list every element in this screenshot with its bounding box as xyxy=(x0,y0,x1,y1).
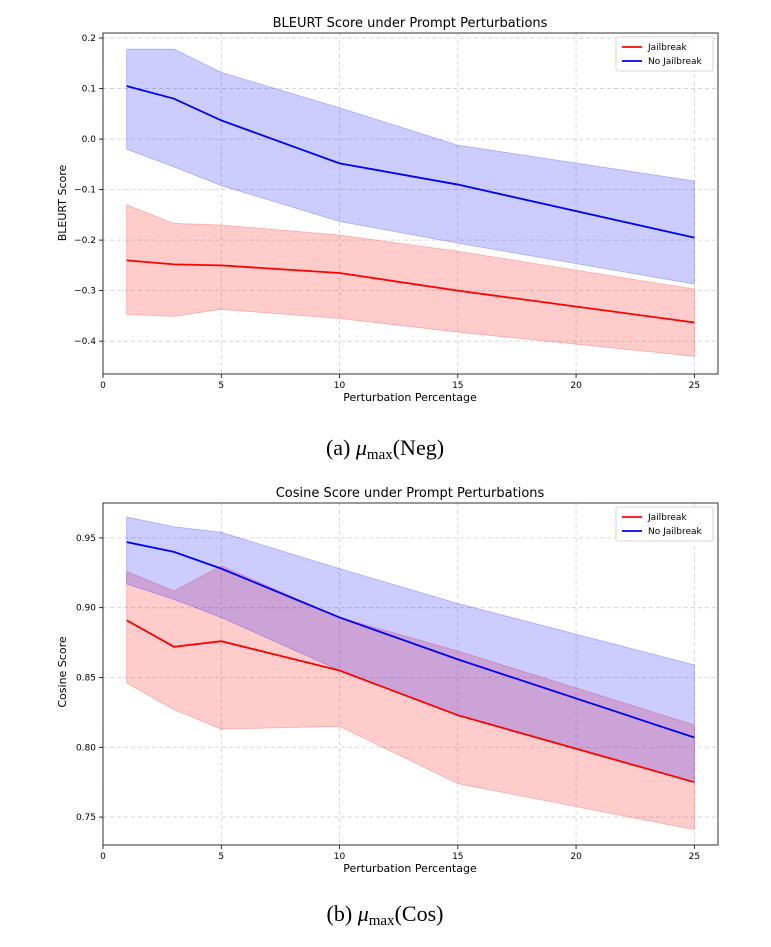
x-tick-label: 20 xyxy=(570,381,582,391)
y-tick-label: 0.85 xyxy=(76,673,96,683)
y-tick-label: −0.3 xyxy=(74,287,96,297)
plot-frame xyxy=(102,32,719,375)
caption-mu: μ xyxy=(355,435,367,460)
legend-label: Jailbreak xyxy=(647,513,687,523)
x-tick-label: 25 xyxy=(689,852,700,862)
y-tick-label: 0.2 xyxy=(82,34,96,44)
caption-sub: max xyxy=(369,913,395,929)
x-tick-label: 10 xyxy=(334,381,346,391)
confidence-band-jailbreak xyxy=(126,204,695,357)
chart-bleurt: BLEURT Score under Prompt Perturbations … xyxy=(56,16,719,463)
y-tick-label: 0.1 xyxy=(82,85,96,95)
caption: (b) μmax(Cos) xyxy=(327,901,444,929)
x-axis-label: Perturbation Percentage xyxy=(343,391,477,404)
x-tick-label: 0 xyxy=(100,381,106,391)
legend-box xyxy=(615,36,714,72)
x-tick-label: 5 xyxy=(218,381,224,391)
x-tick-label: 25 xyxy=(689,381,700,391)
series-line-no-jailbreak xyxy=(126,85,695,239)
x-tick-label: 0 xyxy=(100,852,106,862)
legend-label: No Jailbreak xyxy=(648,527,703,537)
x-tick-label: 20 xyxy=(570,852,582,862)
chart-cosine: Cosine Score under Prompt Perturbations … xyxy=(56,486,719,929)
caption-prefix: (a) xyxy=(326,435,356,460)
legend-label: Jailbreak xyxy=(647,43,687,53)
caption-suffix: (Cos) xyxy=(395,901,444,926)
y-tick-label: 0.95 xyxy=(76,534,96,544)
legend-label: No Jailbreak xyxy=(648,57,703,67)
caption-suffix: (Neg) xyxy=(393,435,444,460)
plot-frame xyxy=(102,502,719,846)
chart-title: BLEURT Score under Prompt Perturbations xyxy=(273,16,548,31)
confidence-band-no-jailbreak xyxy=(126,48,695,285)
y-axis-label: BLEURT Score xyxy=(56,164,69,241)
y-tick-label: 0.80 xyxy=(76,743,96,753)
legend-box xyxy=(615,506,714,542)
x-axis-label: Perturbation Percentage xyxy=(343,862,477,875)
series-line-no-jailbreak xyxy=(126,541,695,739)
y-tick-label: 0.90 xyxy=(76,604,96,614)
chart-title: Cosine Score under Prompt Perturbations xyxy=(276,486,545,501)
caption-prefix: (b) xyxy=(327,901,358,926)
x-tick-label: 15 xyxy=(452,381,463,391)
caption-mu: μ xyxy=(357,901,369,926)
y-tick-label: −0.4 xyxy=(74,337,96,347)
caption: (a) μmax(Neg) xyxy=(326,435,444,463)
x-tick-label: 10 xyxy=(334,852,346,862)
caption-sub: max xyxy=(367,447,393,463)
y-tick-label: −0.1 xyxy=(74,186,96,196)
y-tick-label: 0.0 xyxy=(82,135,97,145)
y-axis-label: Cosine Score xyxy=(56,636,69,707)
series-line-jailbreak xyxy=(126,259,695,324)
x-tick-label: 15 xyxy=(452,852,463,862)
series-line-jailbreak xyxy=(126,619,695,784)
y-tick-label: −0.2 xyxy=(74,236,96,246)
y-tick-label: 0.75 xyxy=(76,813,96,823)
x-tick-label: 5 xyxy=(218,852,224,862)
